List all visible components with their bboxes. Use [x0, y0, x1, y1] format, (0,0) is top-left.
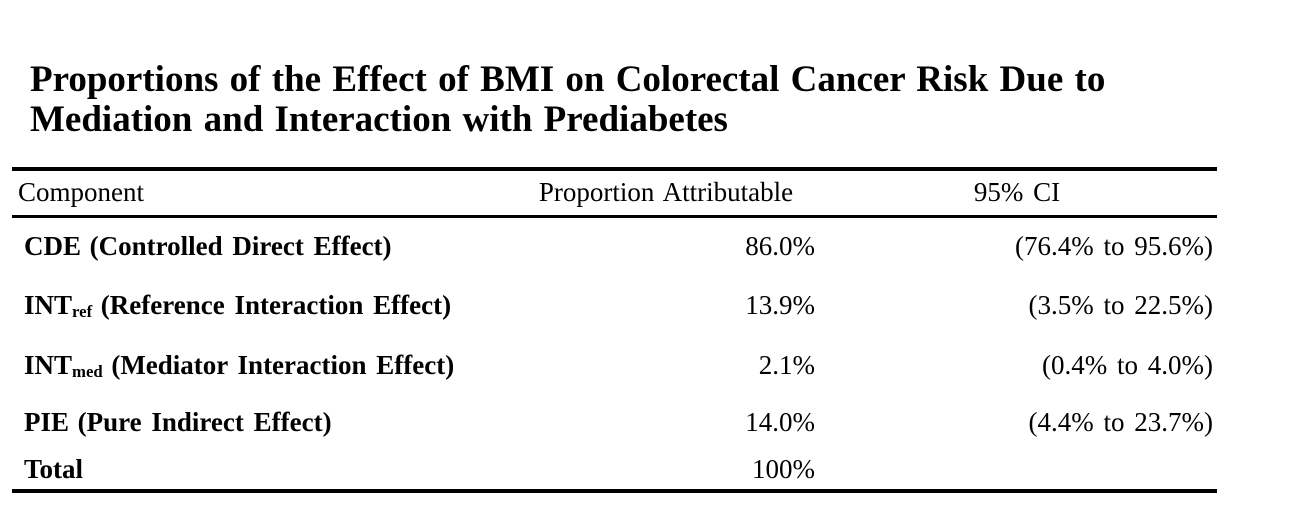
table-row-total: Total 100%	[12, 450, 1217, 491]
component-name: PIE	[24, 407, 70, 437]
column-header-component: Component	[12, 169, 515, 218]
proportion-value: 86.0%	[745, 230, 815, 261]
table-body: CDE (Controlled Direct Effect) 86.0% (76.…	[12, 216, 1217, 491]
component-name: CDE	[24, 230, 82, 261]
table-header: Component Proportion Attributable 95% CI	[12, 169, 1217, 218]
column-header-proportion-attributable: Proportion Attributable	[515, 169, 817, 218]
proportion-value: 14.0%	[745, 407, 815, 437]
ci-value: (4.4% to 23.7%)	[1028, 407, 1213, 437]
component-description: (Controlled Direct Effect)	[89, 230, 392, 261]
ci-value: (0.4% to 4.0%)	[1042, 349, 1213, 380]
proportion-value: 13.9%	[745, 289, 815, 320]
header-row: Component Proportion Attributable 95% CI	[12, 169, 1217, 218]
component-description: (Pure Indirect Effect)	[77, 407, 332, 437]
component-name: Total	[24, 454, 84, 484]
component-name: INT	[24, 349, 73, 380]
table-row-pie: PIE (Pure Indirect Effect) 14.0% (4.4% to…	[12, 395, 1217, 450]
table-title: Proportions of the Effect of BMI on Colo…	[30, 59, 1106, 140]
component-name: INT	[24, 289, 73, 320]
component-description: (Reference Interaction Effect)	[100, 289, 452, 320]
component-cell: INTmed (Mediator Interaction Effect)	[12, 335, 515, 395]
component-cell: Total	[12, 450, 515, 491]
table-row-int-ref: INTref (Reference Interaction Effect) 13.…	[12, 275, 1217, 335]
component-subscript: med	[72, 361, 103, 381]
table-row-int-med: INTmed (Mediator Interaction Effect) 2.1%…	[12, 335, 1217, 395]
component-subscript: ref	[72, 301, 93, 321]
component-cell: CDE (Controlled Direct Effect)	[12, 216, 515, 275]
proportion-value: 2.1%	[758, 349, 815, 380]
proportion-value: 100%	[752, 454, 815, 484]
table-row-cde: CDE (Controlled Direct Effect) 86.0% (76.…	[12, 216, 1217, 275]
component-cell: PIE (Pure Indirect Effect)	[12, 395, 515, 450]
ci-value: (76.4% to 95.6%)	[1015, 230, 1213, 261]
effects-table: Component Proportion Attributable 95% CI…	[12, 167, 1217, 493]
column-header-95-ci: 95% CI	[817, 169, 1217, 218]
component-description: (Mediator Interaction Effect)	[111, 349, 455, 380]
ci-value	[817, 450, 1217, 491]
ci-value: (3.5% to 22.5%)	[1028, 289, 1213, 320]
component-cell: INTref (Reference Interaction Effect)	[12, 275, 515, 335]
